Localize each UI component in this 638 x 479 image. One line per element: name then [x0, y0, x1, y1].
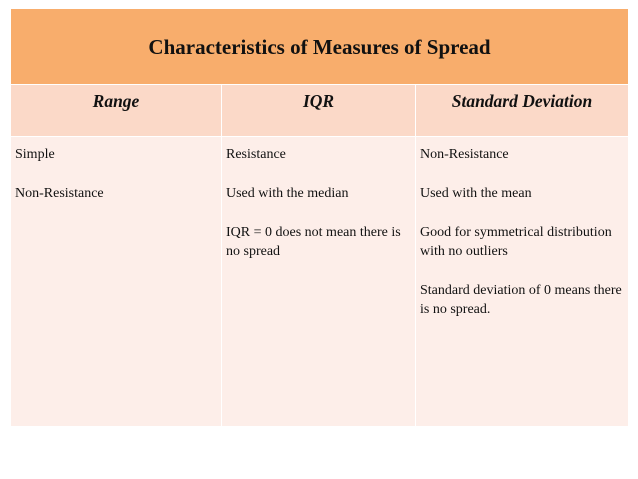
table-row: Simple Non-Resistance Resistance Used wi…: [10, 136, 629, 427]
measures-of-spread-table: Characteristics of Measures of Spread Ra…: [10, 8, 629, 427]
cell-item: Used with the median: [226, 186, 349, 201]
column-header-standard-deviation: Standard Deviation: [415, 84, 629, 137]
header-row: Range IQR Standard Deviation: [10, 84, 629, 137]
cell-item: Good for symmetrical distribution with n…: [420, 225, 612, 259]
table-title: Characteristics of Measures of Spread: [10, 8, 629, 85]
range-cell: Simple Non-Resistance: [10, 136, 222, 427]
cell-item: Non-Resistance: [420, 147, 509, 162]
title-row: Characteristics of Measures of Spread: [10, 8, 629, 85]
cell-item: Used with the mean: [420, 186, 532, 201]
cell-item: Non-Resistance: [15, 186, 104, 201]
cell-item: Simple: [15, 147, 55, 162]
cell-item: Resistance: [226, 147, 286, 162]
column-header-iqr: IQR: [221, 84, 416, 137]
cell-item: Standard deviation of 0 means there is n…: [420, 283, 622, 317]
iqr-cell: Resistance Used with the median IQR = 0 …: [221, 136, 416, 427]
column-header-range: Range: [10, 84, 222, 137]
standard-deviation-cell: Non-Resistance Used with the mean Good f…: [415, 136, 629, 427]
cell-item: IQR = 0 does not mean there is no spread: [226, 225, 401, 259]
